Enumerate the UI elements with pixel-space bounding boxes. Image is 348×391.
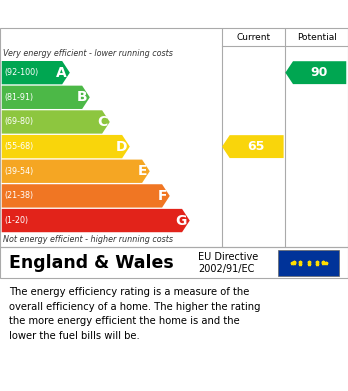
Polygon shape — [285, 61, 346, 84]
Polygon shape — [2, 135, 130, 158]
Text: (81-91): (81-91) — [4, 93, 33, 102]
Text: (55-68): (55-68) — [4, 142, 33, 151]
Text: England & Wales: England & Wales — [9, 254, 173, 272]
Text: 90: 90 — [310, 66, 328, 79]
Polygon shape — [2, 160, 150, 183]
Text: A: A — [56, 66, 67, 80]
Text: B: B — [77, 90, 87, 104]
Text: Energy Efficiency Rating: Energy Efficiency Rating — [63, 7, 285, 22]
Text: (21-38): (21-38) — [4, 192, 33, 201]
Polygon shape — [222, 135, 284, 158]
Text: F: F — [157, 189, 167, 203]
Text: The energy efficiency rating is a measure of the
overall efficiency of a home. T: The energy efficiency rating is a measur… — [9, 287, 260, 341]
Text: Current: Current — [237, 32, 271, 41]
Text: D: D — [116, 140, 127, 154]
Text: (1-20): (1-20) — [4, 216, 28, 225]
Text: Very energy efficient - lower running costs: Very energy efficient - lower running co… — [3, 49, 173, 58]
Polygon shape — [2, 209, 190, 232]
Text: (92-100): (92-100) — [4, 68, 38, 77]
Polygon shape — [2, 86, 90, 109]
Text: (69-80): (69-80) — [4, 117, 33, 126]
Text: G: G — [175, 213, 187, 228]
Text: E: E — [137, 164, 147, 178]
Polygon shape — [2, 184, 170, 208]
Polygon shape — [2, 110, 110, 134]
Text: 65: 65 — [247, 140, 265, 153]
Text: Potential: Potential — [297, 32, 337, 41]
Polygon shape — [2, 61, 70, 84]
Text: EU Directive
2002/91/EC: EU Directive 2002/91/EC — [198, 252, 258, 274]
Bar — [278, 249, 339, 276]
Text: Not energy efficient - higher running costs: Not energy efficient - higher running co… — [3, 235, 173, 244]
Text: (39-54): (39-54) — [4, 167, 33, 176]
Text: C: C — [97, 115, 107, 129]
